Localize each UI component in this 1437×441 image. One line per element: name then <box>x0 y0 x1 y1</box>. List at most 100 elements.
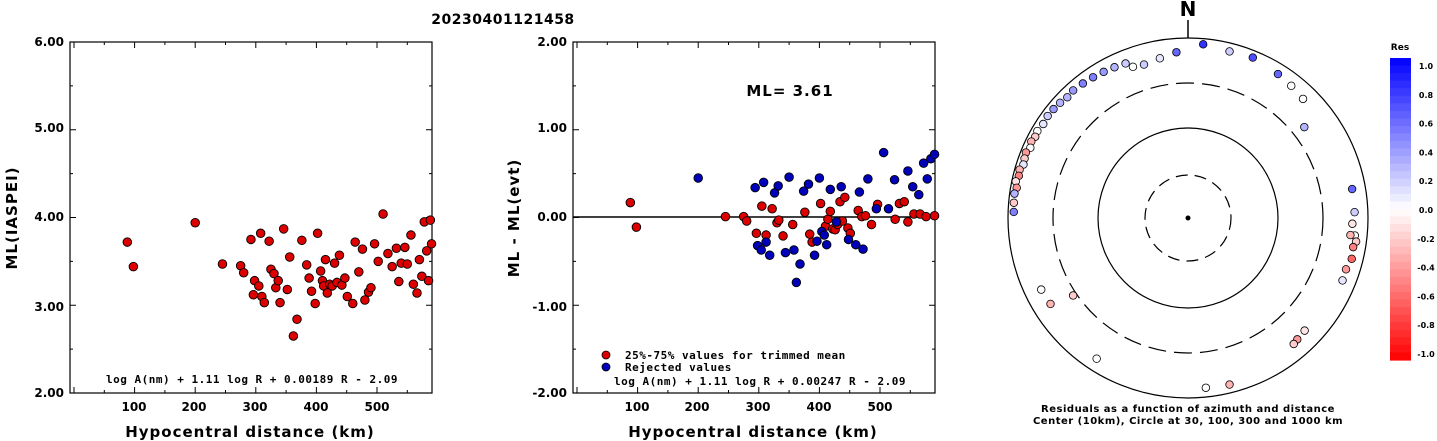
polar-residual-point <box>1078 79 1088 88</box>
colorbar-cell <box>1390 186 1411 195</box>
ml-data-point <box>402 259 413 269</box>
ml-data-point <box>312 228 323 239</box>
rejected-data-point <box>889 175 900 185</box>
polar-residual-point <box>1172 48 1181 57</box>
colorbar-cell <box>1390 284 1411 293</box>
rejected-data-point <box>693 173 703 183</box>
colorbar-title: Res <box>1391 43 1409 53</box>
trimmed-data-point <box>625 197 636 208</box>
trimmed-data-point <box>825 206 836 217</box>
colorbar-cell <box>1390 110 1411 119</box>
ml-y-tick-label: 5.00 <box>34 121 64 135</box>
rejected-data-point <box>789 245 799 255</box>
ml-data-point <box>348 298 358 309</box>
res-y-tick-label: -1.00 <box>532 300 567 314</box>
rejected-data-point <box>907 182 918 192</box>
ml-data-point <box>304 273 314 283</box>
ml-data-point <box>421 246 432 256</box>
ml-data-point <box>406 230 416 240</box>
polar-residual-point <box>1348 242 1358 252</box>
polar-residual-point <box>1068 291 1078 300</box>
ml-data-point <box>306 286 317 296</box>
polar-residual-point <box>1346 230 1355 240</box>
polar-residual-point <box>1347 184 1357 194</box>
trimmed-data-point <box>823 214 833 225</box>
rejected-data-point <box>858 244 868 254</box>
colorbar-tick-label: 0.4 <box>1419 148 1434 157</box>
rejected-data-point <box>854 187 865 197</box>
ml-data-point <box>373 256 383 267</box>
north-label: N <box>1180 0 1197 21</box>
ml-data-point <box>400 242 410 253</box>
epicenter-marker <box>1185 215 1191 221</box>
colorbar-tick-label: -0.4 <box>1417 264 1435 273</box>
colorbar-cell <box>1390 133 1411 142</box>
polar-residual-chart: N Residuals as a function of azimuth and… <box>1007 0 1369 427</box>
ml-tick-marks <box>70 41 432 394</box>
colorbar-cell <box>1390 193 1411 203</box>
ml-data-point <box>284 252 295 262</box>
rejected-data-point <box>819 230 829 240</box>
polar-caption-line2: Center (10km), Circle at 30, 100, 300 an… <box>1033 416 1343 427</box>
trimmed-data-point <box>921 211 931 222</box>
rejected-data-point <box>764 250 775 260</box>
trimmed-data-point <box>890 214 900 225</box>
colorbar-tick-label: -0.2 <box>1417 235 1435 244</box>
colorbar-cell <box>1390 178 1411 187</box>
polar-points <box>1009 40 1361 392</box>
colorbar-cell <box>1390 292 1411 301</box>
colorbar-cell <box>1390 80 1411 89</box>
ml-data-point <box>278 224 289 234</box>
ml-data-point <box>366 282 376 293</box>
rejected-data-point <box>883 203 894 214</box>
colorbar-cell <box>1390 269 1411 278</box>
ml-data-point <box>412 288 422 298</box>
colorbar-cell <box>1390 65 1411 74</box>
ml-data-point <box>391 243 402 253</box>
colorbar-tick-label: 0.8 <box>1419 91 1434 100</box>
ml-data-point <box>301 260 312 270</box>
rejected-data-point <box>812 236 822 246</box>
polar-residual-point <box>1350 207 1359 217</box>
polar-residual-point <box>1348 219 1357 228</box>
trimmed-data-point <box>815 198 826 209</box>
rejected-data-point <box>809 250 820 260</box>
colorbar-cell <box>1390 118 1411 127</box>
rejected-data-point <box>791 277 802 288</box>
ml-data-point <box>190 218 200 228</box>
ml-x-tick-label: 400 <box>303 400 328 414</box>
colorbar-cell <box>1390 58 1411 67</box>
colorbar-tick-label: -1.0 <box>1417 350 1435 359</box>
ml-data-point <box>423 275 434 286</box>
trimmed-data-point <box>631 222 642 232</box>
event-title: 20230401121458 <box>431 12 574 28</box>
colorbar-tick-label: 0.2 <box>1419 177 1433 186</box>
polar-residual-point <box>1201 383 1211 392</box>
trimmed-data-point <box>778 231 788 241</box>
ml-data-point <box>297 235 307 246</box>
colorbar-tick-label: -0.8 <box>1417 321 1435 330</box>
colorbar-cell <box>1390 254 1411 263</box>
polar-residual-point <box>1225 47 1234 56</box>
polar-residual-point <box>1092 354 1101 363</box>
ml-data-point <box>254 281 264 291</box>
trimmed-data-point <box>787 219 798 230</box>
colorbar-cell <box>1390 103 1411 112</box>
polar-residual-point <box>1155 54 1165 63</box>
colorbar-cell <box>1390 156 1411 165</box>
ml-data-point <box>387 261 397 272</box>
colorbar-cell <box>1390 201 1411 210</box>
ml-data-point <box>217 259 228 269</box>
colorbar-cell <box>1390 148 1411 157</box>
polar-residual-point <box>1055 98 1065 108</box>
polar-residual-point <box>1039 119 1048 129</box>
legend-label-trimmed: 25%-75% values for trimmed mean <box>625 349 846 362</box>
res-y-tick-label: -2.00 <box>532 386 567 400</box>
ml-data-point <box>315 266 326 276</box>
ml-data-point <box>128 261 139 272</box>
ml-data-point <box>414 254 425 265</box>
ml-x-tick-label: 200 <box>181 400 206 414</box>
ml-data-point <box>425 215 436 225</box>
polar-residual-point <box>1110 63 1119 72</box>
colorbar-cell <box>1390 73 1411 82</box>
